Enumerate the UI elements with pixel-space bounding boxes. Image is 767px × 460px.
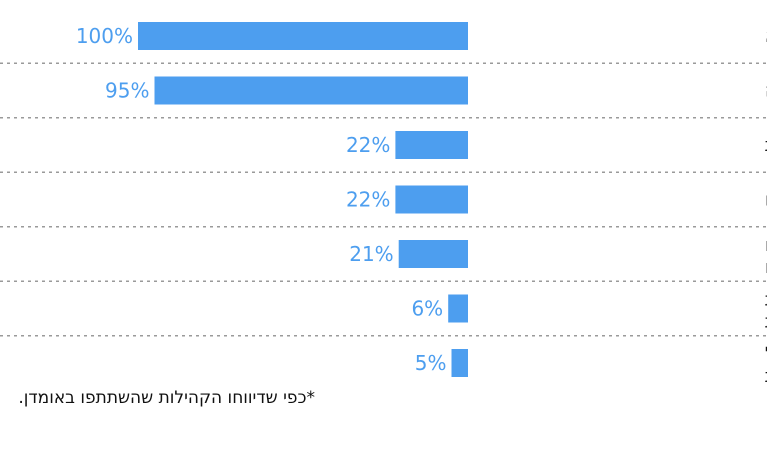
bar bbox=[154, 76, 468, 105]
category-label: מחלות והיעדר חיסונים bbox=[765, 190, 767, 211]
category-label: מתקפות מתנחלים שגרמו bbox=[765, 235, 767, 256]
category-label: צמצום שטחי מרעה bbox=[765, 81, 767, 102]
bar bbox=[448, 294, 468, 323]
category-label: ישראליות bbox=[765, 312, 767, 333]
bar bbox=[138, 22, 468, 50]
bar-value-label: 5% bbox=[415, 351, 447, 375]
bar-value-label: 22% bbox=[346, 133, 390, 157]
category-label: הריסת מחסים לבעלי חיים על bbox=[765, 344, 767, 365]
category-label: תפיסת עדרים על ידי רשויות bbox=[765, 290, 767, 311]
bar-value-label: 100% bbox=[76, 24, 133, 48]
footnote: *כפי שדיווחו הקהילות שהשתתפו באומדן. bbox=[18, 388, 315, 408]
category-label: למוות בעדרים bbox=[765, 257, 767, 278]
bar bbox=[395, 131, 468, 159]
bar-value-label: 95% bbox=[105, 79, 149, 103]
category-label: ידי רשויות ישראליות bbox=[765, 366, 767, 387]
bar bbox=[398, 240, 468, 268]
bar-chart: 100% עליית מחירי המספוא 95% צמצום שטחי מרעה… bbox=[0, 22, 767, 387]
bar-value-label: 22% bbox=[346, 188, 390, 212]
bar bbox=[395, 185, 468, 214]
bar-value-label: 21% bbox=[349, 242, 393, 266]
bar bbox=[451, 349, 468, 377]
bar-value-label: 6% bbox=[411, 297, 443, 321]
category-label: עליית מחירי המספוא bbox=[765, 26, 767, 47]
category-label: אספקת מים לא מספקת bbox=[765, 135, 767, 156]
